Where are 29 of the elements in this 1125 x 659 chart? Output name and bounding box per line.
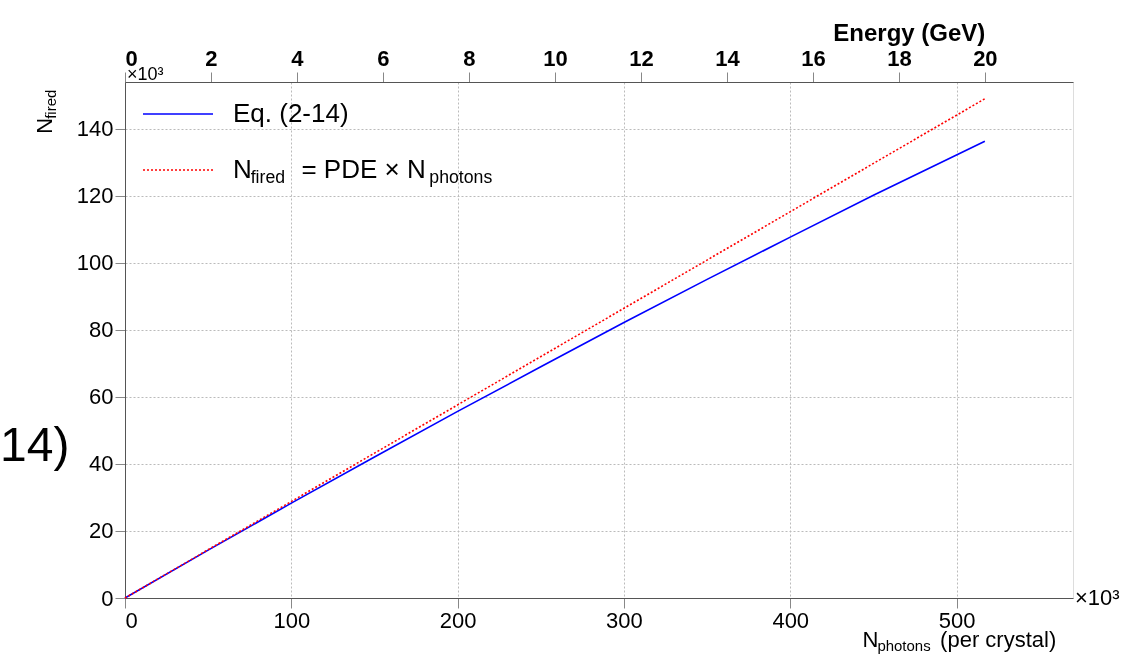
x2-axis-title: Energy (GeV)	[833, 18, 986, 46]
text: 14)	[0, 418, 70, 471]
y-tick-label: 0	[101, 585, 114, 611]
x2-tick-label: 18	[887, 45, 912, 71]
x-tick-label: 300	[606, 607, 643, 633]
x2-tick-label: 8	[463, 45, 476, 71]
x2-tick-label: 4	[291, 45, 305, 71]
x2-tick-label: 2	[205, 45, 218, 71]
y-tick-label: 100	[76, 250, 114, 276]
y-tick-label: 80	[89, 317, 114, 343]
x2-tick-label: 16	[801, 45, 826, 71]
x2-tick-label: 14	[715, 45, 741, 71]
x2-tick-label: 20	[973, 45, 998, 71]
legend-label: Eq. (2-14)	[233, 98, 349, 128]
x2-tick-label: 12	[629, 45, 654, 71]
y-tick-label: 140	[76, 116, 114, 142]
y-tick-label: 120	[76, 183, 114, 209]
y-tick-label: 60	[89, 384, 114, 410]
text: ×10³	[1075, 585, 1120, 610]
x2-tick-label: 6	[377, 45, 390, 71]
x-tick-label: 100	[273, 607, 311, 633]
y-axis-title: Nfired	[32, 89, 59, 134]
x-tick-label: 400	[772, 607, 810, 633]
x-tick-label: 0	[125, 607, 138, 633]
x-tick-label: 200	[439, 607, 477, 633]
y-tick-label: 40	[89, 451, 114, 477]
x2-tick-label: 0	[125, 45, 138, 71]
y-tick-label: 20	[89, 518, 114, 544]
x2-tick-label: 10	[543, 45, 568, 71]
